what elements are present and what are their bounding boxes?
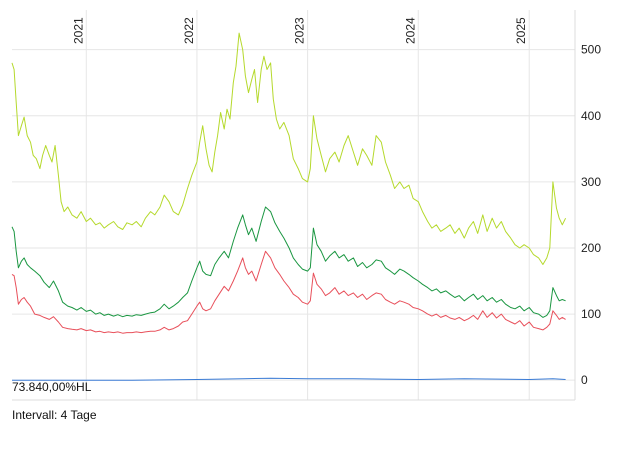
chart-series (11, 32, 567, 381)
y-tick-label: 200 (581, 241, 601, 255)
x-tick-label: 2021 (71, 17, 85, 44)
series-line-4 (12, 377, 566, 381)
y-tick-label: 0 (581, 373, 588, 387)
interval-label: Intervall: 4 Tage (12, 408, 97, 422)
chart-axis-labels: 0 100 200 300 400 500 2021 2022 2023 2024 2025 (71, 17, 601, 387)
y-tick-label: 100 (581, 307, 601, 321)
x-tick-label: 2025 (514, 17, 528, 44)
y-tick-label: 300 (581, 175, 601, 189)
y-tick-label: 400 (581, 109, 601, 123)
y-tick-label: 500 (581, 43, 601, 57)
series-line-1 (11, 32, 567, 265)
x-tick-label: 2024 (403, 17, 417, 44)
series-line-3 (11, 250, 566, 334)
series-line-2 (11, 206, 566, 318)
chart-grid (12, 10, 576, 401)
x-tick-label: 2022 (182, 17, 196, 44)
x-tick-label: 2023 (293, 17, 307, 44)
value-label: 73.840,00%HL (12, 380, 92, 394)
